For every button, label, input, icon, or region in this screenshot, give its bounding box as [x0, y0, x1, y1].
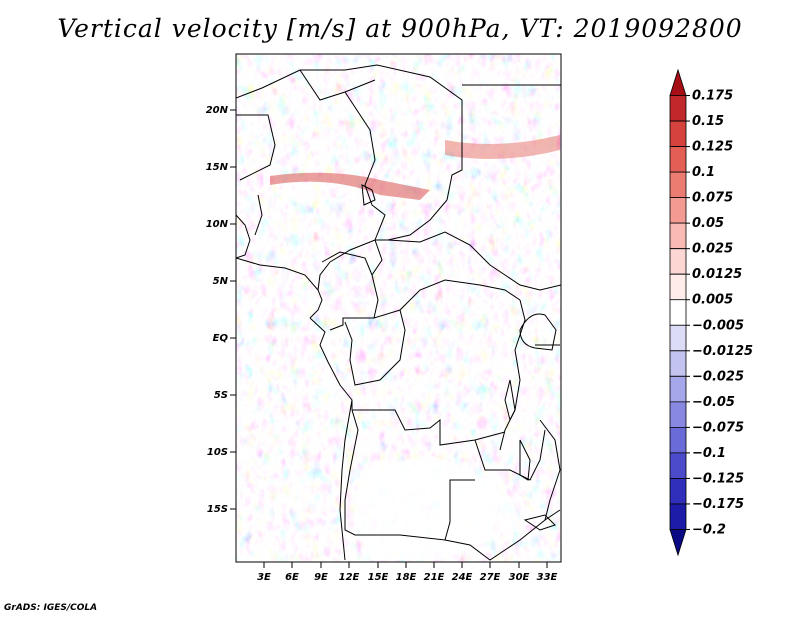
- lon-tick-label: 12E: [339, 572, 360, 583]
- colorbar-swatch: [669, 120, 687, 147]
- map-title: Vertical velocity [m/s] at 900hPa, VT: 2…: [57, 14, 743, 43]
- lon-tick-label: 30E: [509, 572, 530, 583]
- lat-tick-label: EQ: [213, 333, 229, 344]
- lon-tick-label: 33E: [537, 572, 558, 583]
- colorbar-swatch: [669, 478, 687, 505]
- lat-tick-label: 10S: [207, 447, 228, 458]
- lat-tick-label: 15S: [207, 504, 228, 515]
- colorbar-label: −0.125: [692, 471, 744, 486]
- colorbar-swatch: [669, 324, 687, 352]
- colorbar-label: 0.125: [692, 140, 733, 155]
- colorbar-label: −0.0125: [692, 344, 753, 359]
- lon-tick-label: 15E: [368, 572, 389, 583]
- velocity-field: [236, 54, 561, 562]
- colorbar-swatch: [669, 273, 687, 301]
- colorbar-label: −0.1: [692, 446, 726, 461]
- colorbar-label: −0.005: [692, 318, 744, 333]
- colorbar-swatch: [669, 529, 687, 557]
- colorbar-label: 0.05: [692, 216, 724, 231]
- grads-credit: GrADS: IGES/COLA: [4, 603, 98, 613]
- colorbar-swatch: [669, 171, 687, 199]
- colorbar-label: −0.075: [692, 420, 744, 435]
- colorbar-label: −0.05: [692, 395, 735, 410]
- colorbar-label: 0.025: [692, 242, 733, 257]
- lon-tick-label: 6E: [285, 572, 299, 583]
- lat-tick-label: 15N: [206, 162, 229, 173]
- colorbar-label: 0.0125: [692, 267, 742, 282]
- lat-tick-label: 10N: [206, 219, 229, 230]
- colorbar-swatch: [669, 426, 687, 454]
- colorbar-label: −0.025: [692, 369, 744, 384]
- colorbar-label: 0.15: [692, 114, 724, 129]
- colorbar-swatch: [669, 401, 687, 428]
- colorbar-label: 0.175: [692, 89, 733, 104]
- lon-tick-label: 21E: [424, 572, 445, 583]
- colorbar-swatch: [669, 68, 687, 96]
- colorbar-label: 0.005: [692, 293, 733, 308]
- colorbar-swatch: [669, 375, 687, 403]
- colorbar-swatch: [669, 350, 687, 377]
- lon-tick-label: 9E: [314, 572, 328, 583]
- country-borders: [236, 64, 561, 561]
- colorbar-swatch: [669, 452, 687, 479]
- colorbar-label: 0.075: [692, 191, 733, 206]
- lon-tick-label: 24E: [452, 572, 473, 583]
- colorbar-swatch: [669, 95, 687, 122]
- map-frame: [235, 53, 562, 563]
- colorbar: 0.175 0.15 0.125 0.1 0.075 0.05 0.025 0.0125 0.0…: [669, 68, 753, 557]
- lat-tick-label: 20N: [206, 105, 229, 116]
- colorbar-swatch: [669, 222, 687, 250]
- colorbar-swatch: [669, 299, 687, 326]
- colorbar-label: 0.1: [692, 165, 715, 180]
- colorbar-swatch: [669, 503, 687, 530]
- lon-axis: 3E 6E 9E 12E 15E 18E 21E 24E 27E 30E 33E: [257, 562, 558, 583]
- colorbar-label: −0.175: [692, 497, 744, 512]
- colorbar-swatch: [669, 146, 687, 173]
- lon-tick-label: 3E: [257, 572, 271, 583]
- lat-axis: 20N 15N 10N 5N EQ 5S 10S 15S: [206, 105, 236, 515]
- colorbar-swatch: [669, 248, 687, 275]
- colorbar-swatch: [669, 197, 687, 224]
- lon-tick-label: 27E: [480, 572, 501, 583]
- colorbar-label: −0.2: [692, 522, 726, 537]
- lat-tick-label: 5S: [214, 390, 228, 401]
- lat-tick-label: 5N: [213, 276, 229, 287]
- lon-tick-label: 18E: [396, 572, 417, 583]
